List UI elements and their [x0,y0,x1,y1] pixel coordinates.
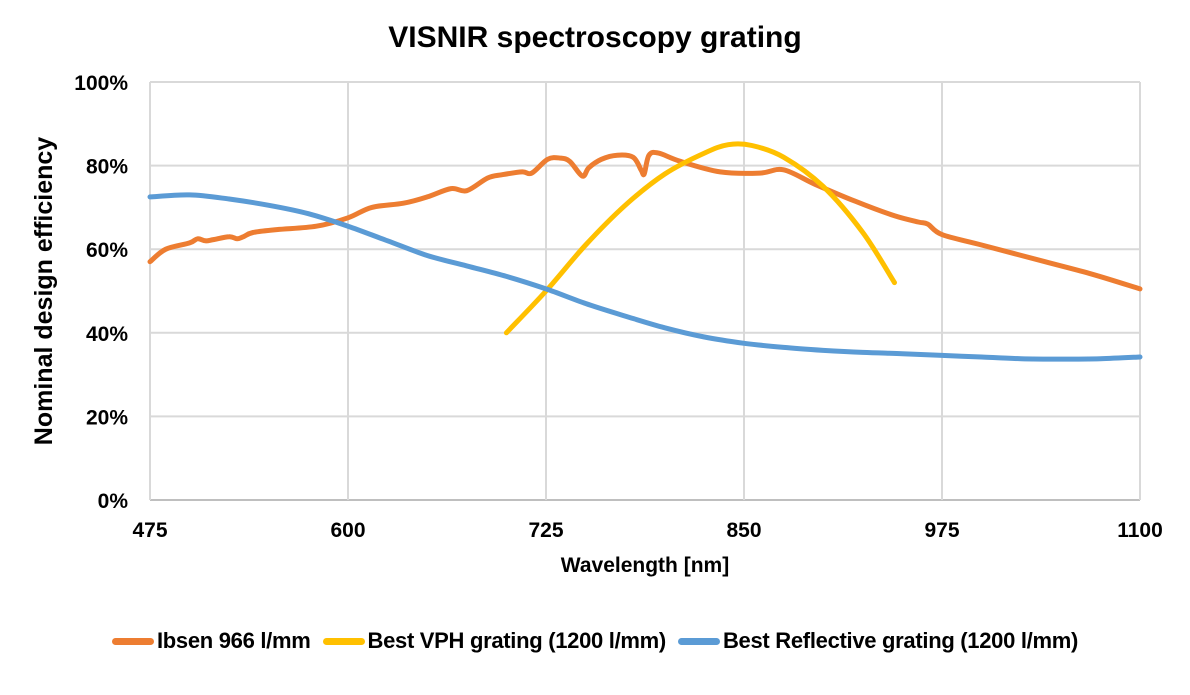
x-tick-label: 1100 [1117,519,1163,542]
series-line-1 [503,141,897,336]
legend-label: Best Reflective grating (1200 l/mm) [722,628,1079,653]
chart-canvas: VISNIR spectroscopy grating 0% 20% 40% 60% 8… [30,21,1163,577]
legend: Ibsen 966 l/mm Best VPH grating (1200 l/… [0,628,1190,654]
legend-item-vph: Best VPH grating (1200 l/mm) [322,628,667,654]
legend-item-reflective: Best Reflective grating (1200 l/mm) [677,628,1079,654]
legend-label: Best VPH grating (1200 l/mm) [367,628,667,653]
x-tick-label: 725 [528,519,563,542]
legend-swatch-blue [677,637,720,645]
legend-swatch-orange [111,637,154,645]
series-line-0 [147,149,1143,292]
x-axis-ticks: 475 600 725 850 975 1100 [132,519,1162,542]
legend-item-ibsen: Ibsen 966 l/mm [111,628,311,654]
y-tick-label: 20% [86,406,128,429]
x-tick-label: 600 [330,519,365,542]
series-lines [147,141,1143,362]
chart-title: VISNIR spectroscopy grating [388,21,801,54]
x-tick-label: 975 [924,519,959,542]
x-tick-label: 850 [726,519,761,542]
y-axis-label: Nominal design efficiency [30,137,58,446]
y-tick-label: 40% [86,323,128,346]
series-line-2 [147,192,1143,362]
y-axis-ticks: 0% 20% 40% 60% 80% 100% [74,72,128,513]
legend-swatch-yellow [322,637,365,645]
x-axis-label: Wavelength [nm] [561,554,729,577]
y-tick-label: 80% [86,156,128,179]
y-tick-label: 60% [86,239,128,262]
y-tick-label: 100% [74,72,128,95]
legend-label: Ibsen 966 l/mm [156,628,311,653]
x-tick-label: 475 [132,519,167,542]
y-tick-label: 0% [98,490,129,513]
gridlines [149,81,1141,501]
